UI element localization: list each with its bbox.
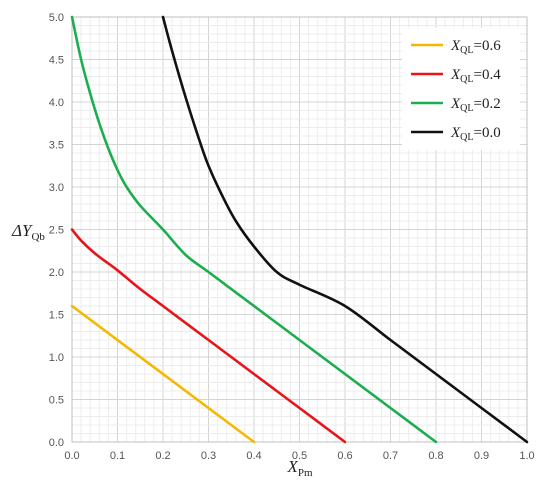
legend-label-3: XQL=0.0 bbox=[450, 125, 501, 143]
legend-box bbox=[402, 28, 520, 150]
x-tick-label: 0.2 bbox=[155, 450, 170, 462]
x-tick-labels: 0.0 0.1 0.2 0.3 0.4 0.5 0.6 0.7 0.8 0.9 1.0 bbox=[64, 450, 534, 462]
y-tick-label: 2.0 bbox=[49, 267, 64, 279]
x-tick-label: 0.7 bbox=[383, 450, 398, 462]
x-tick-label: 0.8 bbox=[428, 450, 443, 462]
x-tick-label: 0.3 bbox=[201, 450, 216, 462]
series-line-0 bbox=[70, 304, 256, 444]
y-tick-label: 0.0 bbox=[49, 437, 64, 449]
y-tick-label: 3.0 bbox=[49, 182, 64, 194]
y-axis-title: ΔYQb bbox=[11, 221, 45, 243]
y-tick-label: 0.5 bbox=[49, 395, 64, 407]
grid bbox=[71, 16, 528, 443]
x-axis-title: XPm bbox=[286, 457, 313, 479]
y-tick-label: 1.0 bbox=[49, 352, 64, 364]
series-line-3 bbox=[161, 15, 529, 444]
legend-label-0: XQL=0.6 bbox=[450, 38, 501, 56]
x-tick-label: 0.9 bbox=[474, 450, 489, 462]
legend: XQL=0.6 XQL=0.4 XQL=0.2 XQL=0.0 bbox=[402, 28, 520, 150]
y-tick-label: 5.0 bbox=[49, 12, 64, 24]
legend-label-2: XQL=0.2 bbox=[450, 96, 501, 114]
x-tick-label: 1.0 bbox=[519, 450, 534, 462]
x-tick-label: 0.4 bbox=[246, 450, 261, 462]
x-tick-label: 0.1 bbox=[110, 450, 125, 462]
x-tick-label: 0.6 bbox=[337, 450, 352, 462]
y-tick-label: 2.5 bbox=[49, 225, 64, 237]
x-tick-label: 0.5 bbox=[292, 450, 307, 462]
x-tick-label: 0.0 bbox=[64, 450, 79, 462]
series-line-1 bbox=[70, 228, 347, 444]
y-tick-label: 1.5 bbox=[49, 310, 64, 322]
y-tick-label: 4.0 bbox=[49, 97, 64, 109]
y-tick-labels: 0.0 0.5 1.0 1.5 2.0 2.5 3.0 3.5 4.0 4.5 5.0 bbox=[49, 12, 64, 449]
series-line-2 bbox=[70, 15, 438, 444]
y-tick-label: 4.5 bbox=[49, 55, 64, 67]
legend-label-1: XQL=0.4 bbox=[450, 67, 501, 85]
y-tick-label: 3.5 bbox=[49, 140, 64, 152]
series-lines bbox=[70, 15, 529, 444]
